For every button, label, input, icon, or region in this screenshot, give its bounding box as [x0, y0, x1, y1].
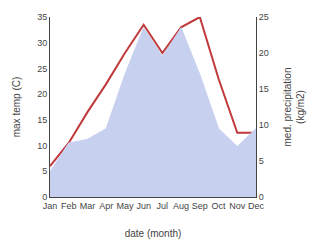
svg-text:Mar: Mar — [80, 201, 96, 211]
svg-text:20: 20 — [259, 48, 269, 58]
svg-text:0: 0 — [42, 192, 47, 202]
svg-text:5: 5 — [42, 166, 47, 176]
svg-text:Aug: Aug — [173, 201, 189, 211]
svg-text:Feb: Feb — [61, 201, 77, 211]
svg-text:May: May — [116, 201, 134, 211]
svg-text:Jan: Jan — [43, 201, 58, 211]
svg-text:0: 0 — [259, 192, 264, 202]
svg-text:Jul: Jul — [157, 201, 169, 211]
svg-text:30: 30 — [37, 38, 47, 48]
svg-text:10: 10 — [259, 120, 269, 130]
svg-text:10: 10 — [37, 141, 47, 151]
svg-text:20: 20 — [37, 89, 47, 99]
svg-text:15: 15 — [37, 115, 47, 125]
svg-text:25: 25 — [259, 12, 269, 22]
svg-text:Jun: Jun — [136, 201, 151, 211]
svg-text:Apr: Apr — [99, 201, 113, 211]
svg-text:5: 5 — [259, 156, 264, 166]
svg-text:35: 35 — [37, 12, 47, 22]
svg-text:date (month): date (month) — [125, 228, 182, 239]
svg-text:25: 25 — [37, 64, 47, 74]
svg-text:Dec: Dec — [248, 201, 265, 211]
svg-text:Nov: Nov — [229, 201, 246, 211]
svg-text:Oct: Oct — [212, 201, 227, 211]
svg-text:Sep: Sep — [192, 201, 208, 211]
svg-text:15: 15 — [259, 84, 269, 94]
svg-text:med. precipitation(kg/m2): med. precipitation(kg/m2) — [282, 68, 306, 147]
svg-text:max temp (C): max temp (C) — [11, 77, 22, 138]
